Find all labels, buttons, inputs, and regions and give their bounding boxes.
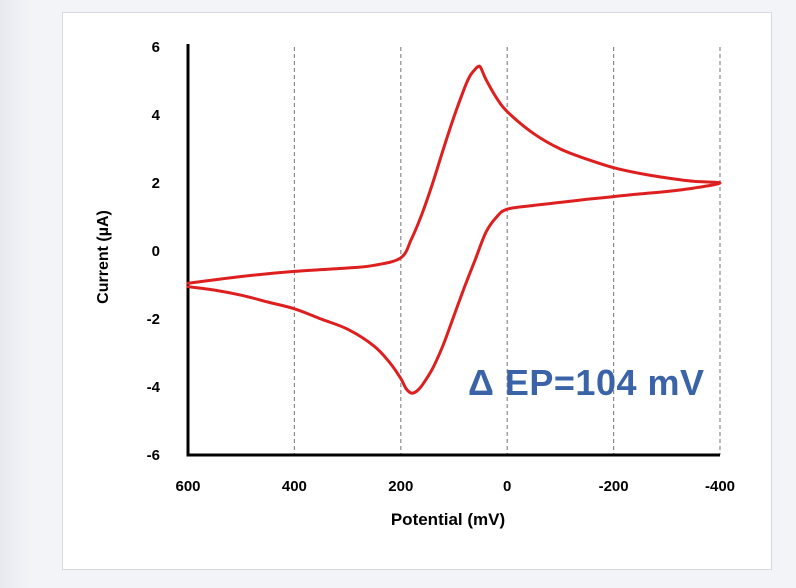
y-tick-label: -4 [147, 379, 161, 396]
x-tick-label: -200 [599, 478, 629, 495]
y-tick-label: 2 [152, 175, 160, 192]
y-tick-label: -2 [147, 311, 160, 328]
x-tick-label: -400 [705, 478, 735, 495]
x-tick-labels: 600 400 200 0 -200 -400 [175, 478, 735, 495]
x-tick-label: 400 [282, 478, 307, 495]
gridlines [293, 47, 721, 455]
delta-ep-annotation: Δ EP=104 mV [468, 362, 705, 403]
series-line-0 [186, 64, 722, 395]
y-tick-label: 0 [152, 243, 160, 260]
x-tick-label: 600 [175, 478, 200, 495]
y-tick-labels: 6 4 2 0 -2 -4 -6 [147, 39, 161, 464]
x-tick-label: 0 [503, 478, 511, 495]
y-tick-label: 4 [152, 107, 161, 124]
x-tick-label: 200 [388, 478, 413, 495]
chart-panel [62, 12, 772, 570]
y-tick-label: 6 [152, 39, 160, 56]
axes [186, 44, 720, 457]
y-axis-label: Current (µA) [95, 210, 112, 304]
series-group [186, 64, 722, 395]
y-tick-label: -6 [147, 447, 160, 464]
x-axis-label: Potential (mV) [390, 510, 506, 529]
left-edge-shade [0, 0, 30, 588]
